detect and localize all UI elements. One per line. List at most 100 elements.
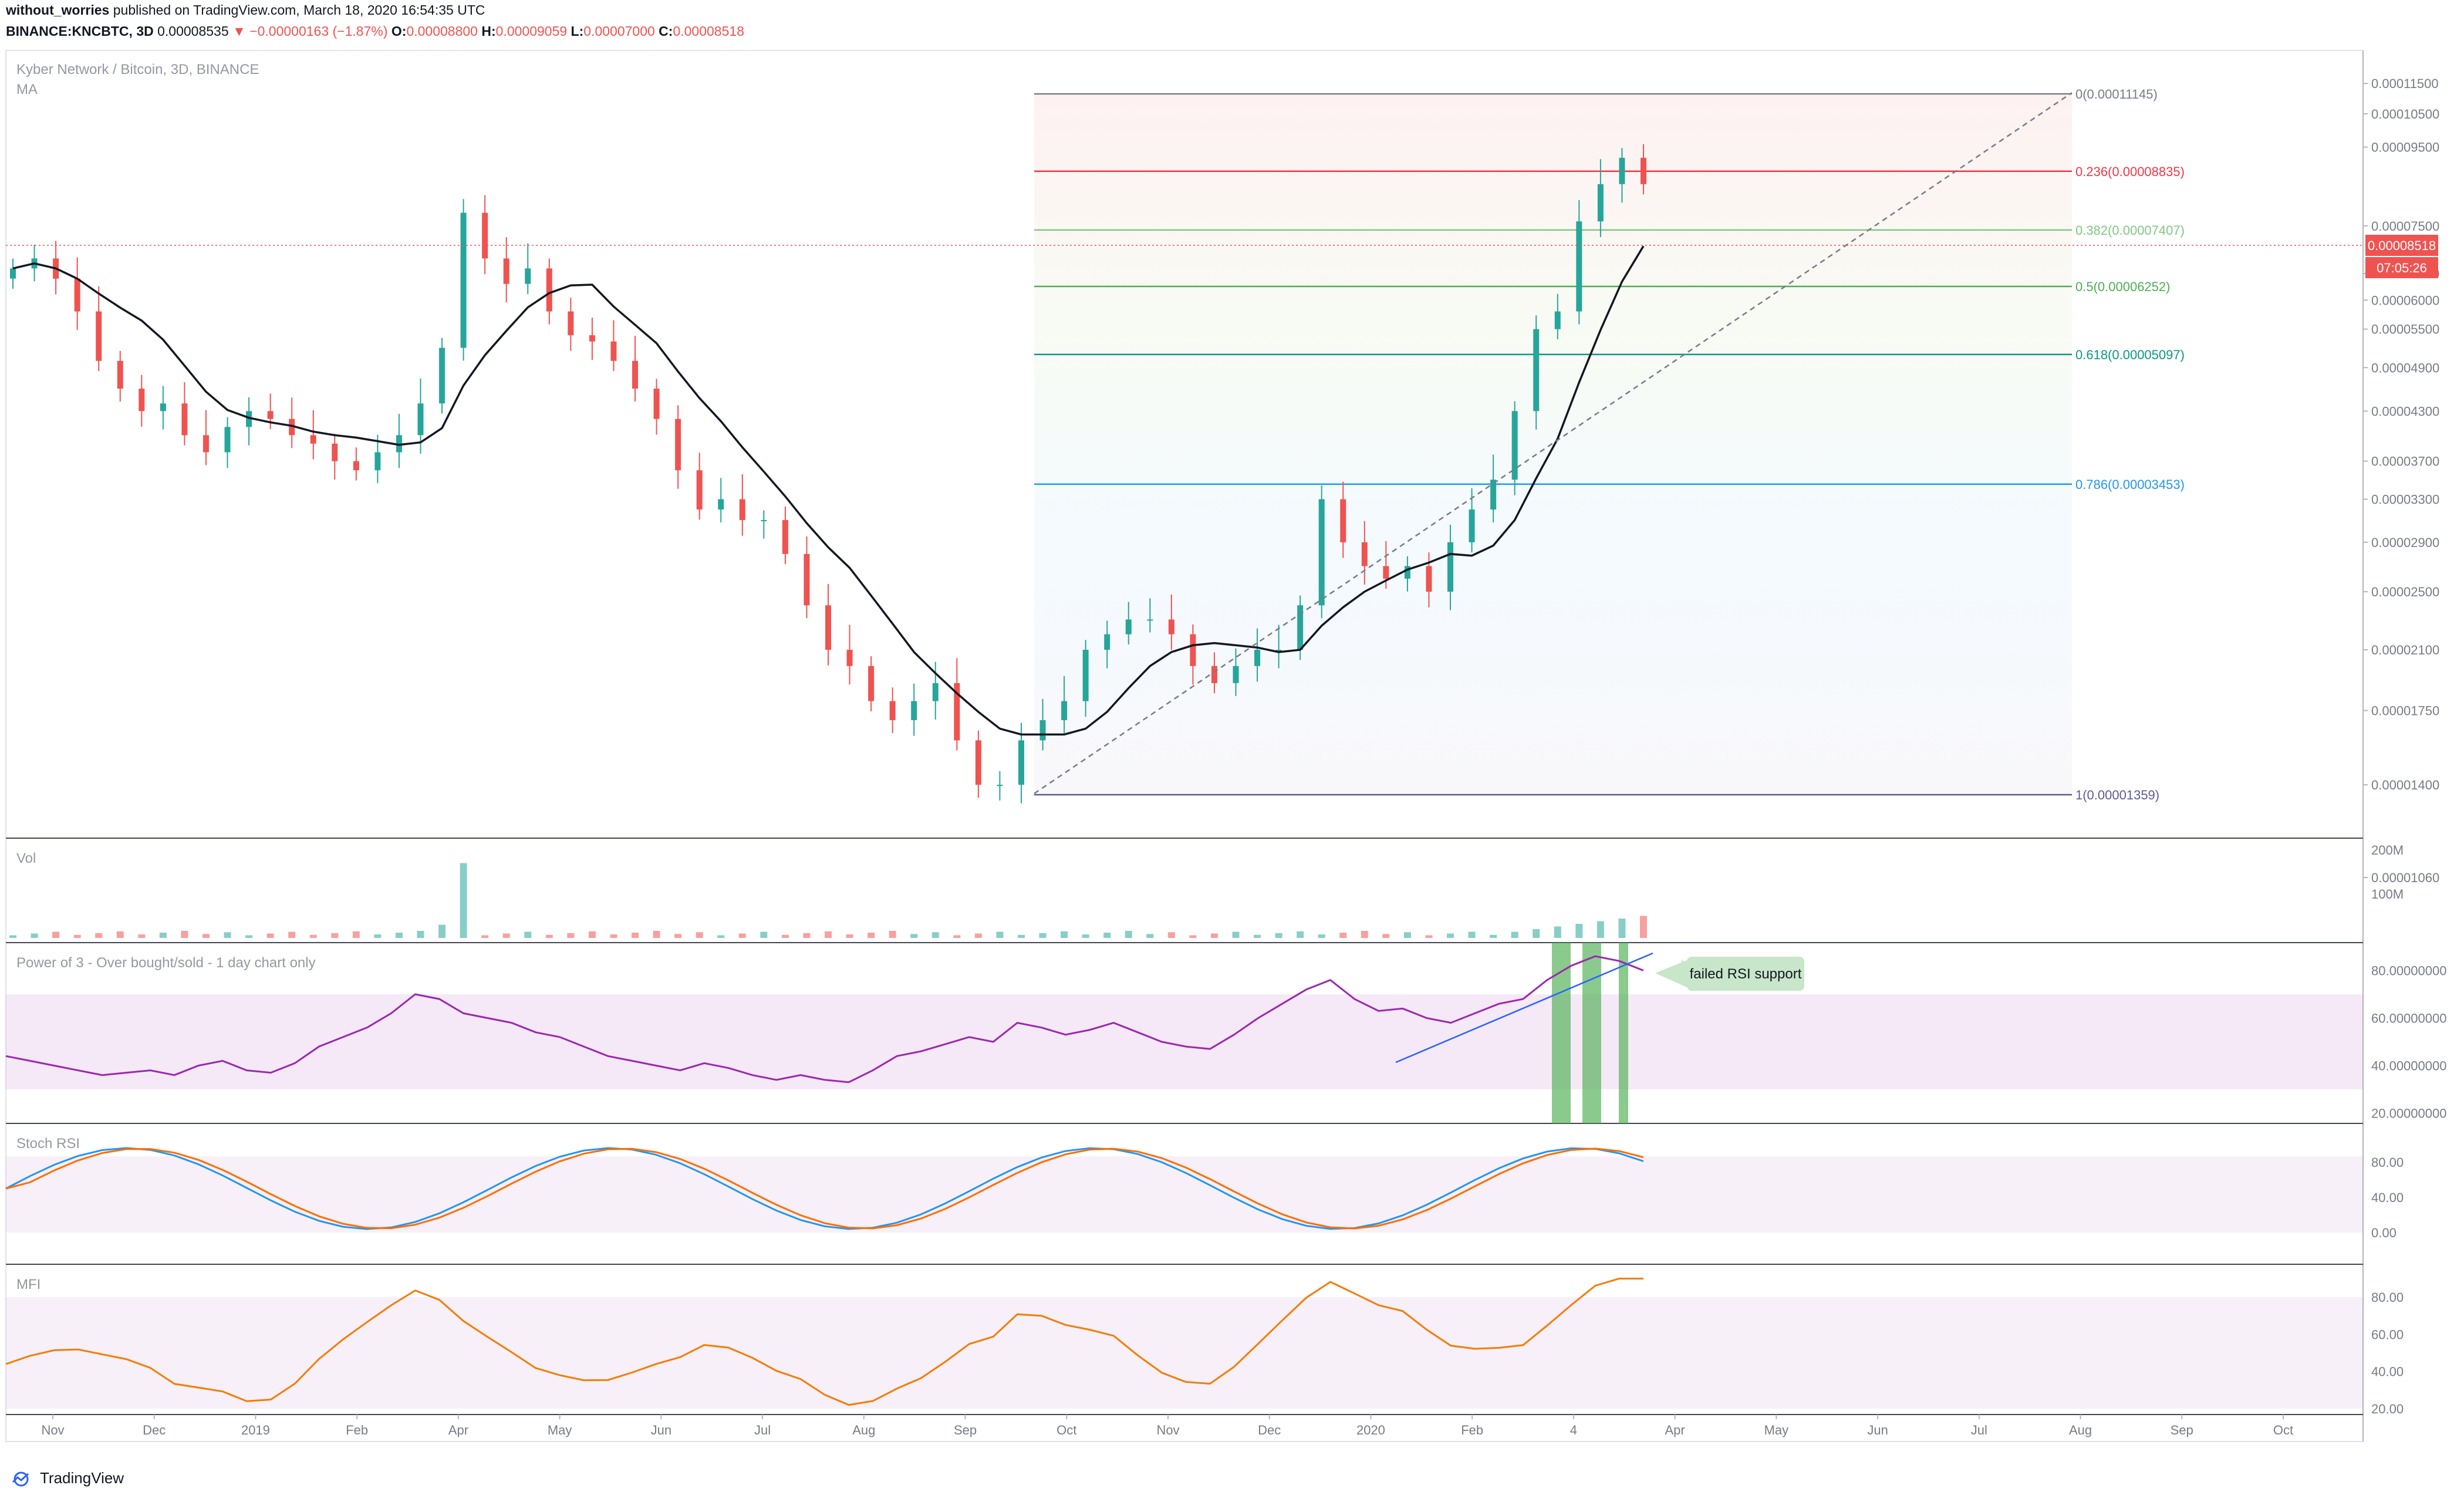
volume-bar <box>266 933 274 938</box>
volume-tick-label: 200M <box>2371 843 2404 858</box>
volume-bar <box>696 932 703 938</box>
candle-body <box>503 258 509 284</box>
volume-bar <box>352 931 360 938</box>
time-tick-label: Oct <box>1057 1423 1076 1437</box>
mfi-band <box>6 1297 2363 1409</box>
candle-body <box>96 311 102 361</box>
candle-body <box>1125 619 1132 634</box>
candle-body <box>761 520 767 522</box>
time-tick-label: Jun <box>651 1423 671 1437</box>
candle-body <box>417 403 424 436</box>
pane-frames <box>5 50 2364 1442</box>
volume-bar <box>331 933 339 938</box>
rsi-tick-label: 80.00000000 <box>2371 964 2446 978</box>
footer-brand[interactable]: TradingView <box>8 1469 124 1487</box>
candle-body <box>546 268 552 312</box>
candle-body <box>653 389 660 419</box>
volume-bar <box>1511 931 1518 938</box>
candle-body <box>1619 157 1625 184</box>
vol-pane-title[interactable]: Vol <box>16 850 36 866</box>
volume-bar <box>73 934 81 938</box>
candle-body <box>139 389 145 411</box>
open-label: O: <box>391 23 407 39</box>
time-tick-label: Dec <box>143 1423 166 1437</box>
candle-body <box>868 666 875 701</box>
time-tick-label: 4 <box>1570 1423 1577 1437</box>
price-tick-label: 0.00006000 <box>2371 293 2439 308</box>
time-tick-label: Nov <box>1156 1423 1179 1437</box>
volume-bar <box>1189 935 1197 938</box>
volume-bar <box>1167 932 1175 938</box>
fib-label-1: 1(0.00001359) <box>2075 788 2159 802</box>
rsi-callout: failed RSI support <box>1655 957 1804 991</box>
volume-bar <box>653 931 660 938</box>
stoch-tick-label: 80.00 <box>2371 1155 2404 1170</box>
candle-body <box>1641 157 1646 184</box>
volume-bar <box>1554 926 1561 938</box>
time-tick-label: Nov <box>41 1423 64 1437</box>
volume-bar <box>1297 931 1304 938</box>
price-tick-label: 0.00005500 <box>2371 322 2439 337</box>
ma-indicator-label[interactable]: MA <box>16 82 38 97</box>
volume-bar <box>889 931 896 938</box>
fib-label-0.382: 0.382(0.00007407) <box>2075 223 2185 238</box>
candle-body <box>1361 542 1368 566</box>
volume-bar <box>481 935 489 938</box>
stoch-d-line <box>5 1147 1644 1230</box>
stoch-band <box>6 1156 2363 1233</box>
volume-bar <box>846 934 853 938</box>
header-line-1: without_worries published on TradingView… <box>6 2 485 18</box>
price-tick-label: 0.00002900 <box>2371 535 2439 550</box>
stoch-tick-label: 0.00 <box>2371 1226 2397 1240</box>
volume-bar <box>738 933 746 938</box>
volume-bar <box>502 933 510 938</box>
candle-body <box>1404 566 1410 579</box>
mfi-tick-label: 60.00 <box>2371 1327 2404 1342</box>
volume-bar <box>1210 933 1218 938</box>
candle-body <box>117 360 123 389</box>
volume-bar <box>1490 934 1497 938</box>
volume-bar <box>996 931 1004 938</box>
price-tick-label: 0.00001750 <box>2371 704 2439 718</box>
candle-body <box>1168 619 1174 634</box>
stoch-pane-title[interactable]: Stoch RSI <box>16 1136 80 1152</box>
publish-info: published on TradingView.com, March 18, … <box>113 2 485 18</box>
stoch-tick-label: 40.00 <box>2371 1190 2404 1205</box>
time-tick-label: 2020 <box>1356 1423 1385 1437</box>
mfi-pane-title[interactable]: MFI <box>16 1277 40 1292</box>
close-value: 0.00008518 <box>673 23 744 39</box>
candle-body <box>525 268 531 284</box>
close-label: C: <box>659 23 673 39</box>
volume-bar <box>395 933 403 938</box>
candle-body <box>1554 311 1561 329</box>
volume-bar <box>1017 934 1025 938</box>
volume-bar <box>781 934 789 938</box>
price-tick-label: 0.00002500 <box>2371 585 2439 599</box>
volume-bar <box>9 935 16 938</box>
rsi-pane-title[interactable]: Power of 3 - Over bought/sold - 1 day ch… <box>16 955 316 971</box>
volume-bar <box>1596 921 1604 938</box>
candle-body <box>1576 221 1582 312</box>
rsi-tick-label: 60.00000000 <box>2371 1011 2446 1026</box>
rsi-trend-line[interactable] <box>1395 952 1653 1064</box>
price-tick-label: 0.00003700 <box>2371 454 2439 469</box>
volume-bar <box>931 932 939 938</box>
rsi-tick-label: 20.00000000 <box>2371 1106 2446 1121</box>
time-tick-label: Feb <box>1461 1423 1483 1437</box>
volume-bar <box>1232 931 1240 938</box>
volume-bar <box>588 931 596 938</box>
candle-body <box>332 443 338 461</box>
volume-bar <box>1082 934 1089 938</box>
volume-bar <box>610 934 617 938</box>
volume-bar <box>910 934 918 938</box>
candle-body <box>782 520 788 554</box>
low-value: 0.00007000 <box>583 23 655 39</box>
volume-bar <box>1039 933 1047 938</box>
price-tick-label: 0.00004900 <box>2371 360 2439 375</box>
volume-bar <box>159 933 167 938</box>
fib-trend-line[interactable] <box>1034 92 2073 795</box>
volume-bar <box>52 931 60 938</box>
volume-bar <box>1575 924 1583 938</box>
volume-bar <box>524 931 532 938</box>
